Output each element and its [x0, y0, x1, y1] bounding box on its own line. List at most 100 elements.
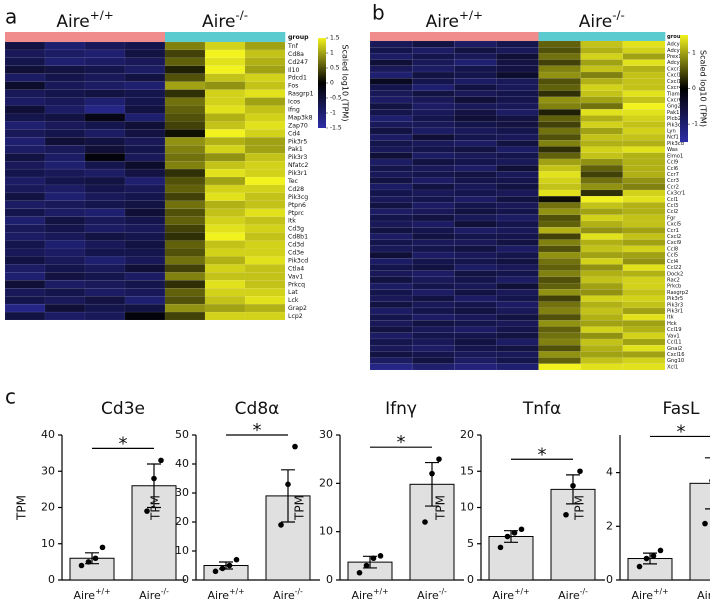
heatmap-cell: [369, 251, 413, 259]
heatmap-cell: [369, 276, 413, 284]
heatmap-cell: [580, 115, 624, 122]
heatmap-cell: [622, 152, 666, 160]
data-point: [422, 519, 428, 525]
data-point: [151, 475, 157, 482]
heatmap-cell: [580, 264, 624, 271]
heatmap-cell: [84, 73, 126, 82]
heatmap-cell: [44, 145, 86, 154]
heatmap-cell: [84, 81, 126, 90]
data-point: [429, 470, 435, 477]
heatmap-cell: [496, 152, 539, 160]
heatmap-cell: [580, 208, 624, 216]
heatmap-cell: [369, 47, 413, 54]
data-point: [233, 556, 240, 563]
heatmap-cell: [4, 224, 46, 233]
heatmap-cell: [44, 137, 86, 146]
heatmap-cell: [44, 248, 86, 257]
significance-label: *: [253, 420, 262, 441]
heatmap-cell: [622, 245, 666, 253]
heatmap-cell: [411, 96, 455, 104]
heatmap-cell: [164, 295, 206, 305]
heatmap-cell: [164, 184, 206, 194]
heatmap-cell: [538, 78, 581, 85]
row-label: Pik3cg: [288, 194, 308, 201]
row-label: Cd4: [288, 130, 300, 137]
heatmap-cell: [44, 121, 86, 130]
heatmap-cell: [538, 90, 581, 98]
heatmap-cell: [124, 240, 166, 249]
colorbar-label: Scaled log10 (TPM): [341, 45, 350, 122]
heatmap-cell: [204, 160, 246, 170]
heatmap-cell: [244, 232, 286, 241]
heatmap-cell: [411, 220, 455, 228]
row-label: Pik3cg: [667, 122, 684, 128]
heatmap-cell: [411, 53, 455, 60]
row-label: Itk: [667, 315, 674, 321]
heatmap-cell: [44, 113, 86, 122]
heatmap-cell: [454, 264, 497, 271]
heatmap-cell: [124, 256, 166, 265]
heatmap-cell: [411, 189, 455, 197]
heatmap-cell: [44, 216, 86, 225]
heatmap-cell: [369, 78, 413, 85]
heatmap-cell: [622, 102, 666, 110]
heatmap-cell: [124, 264, 166, 273]
heatmap-cell: [454, 177, 497, 184]
colorbar: [680, 35, 688, 142]
data-point: [577, 468, 583, 475]
y-tick-label: 0: [467, 573, 474, 586]
heatmap-cell: [622, 313, 666, 321]
heatmap-cell: [204, 152, 246, 162]
heatmap-cell: [164, 137, 206, 146]
heatmap-cell: [496, 313, 539, 321]
heatmap-cell: [580, 270, 624, 278]
heatmap-cell: [411, 344, 455, 352]
heatmap-cell: [454, 289, 497, 296]
heatmap-cell: [84, 248, 126, 257]
heatmap-cell: [164, 272, 206, 281]
chart-title: Cd8α: [235, 399, 280, 419]
x-tick-label: Aire-/-: [273, 587, 303, 603]
heatmap-cell: [244, 216, 286, 225]
row-label: Ccl22: [667, 265, 682, 271]
heatmap-cell: [411, 251, 455, 259]
data-point: [377, 553, 384, 559]
row-label: Cxcl5: [667, 222, 681, 228]
heatmap-cell: [411, 202, 455, 209]
heatmap-cell: [244, 113, 286, 122]
heatmap-cell: [369, 127, 413, 135]
heatmap-cell: [124, 105, 166, 114]
row-label: Gnai2: [667, 346, 682, 352]
heatmap-cell: [4, 248, 46, 257]
x-tick-label: Aire+/+: [351, 587, 388, 603]
x-tick-label: Aire-/-: [417, 587, 447, 603]
heatmap-cell: [454, 59, 497, 67]
heatmap-cell: [369, 313, 413, 321]
heatmap-cell: [580, 195, 624, 203]
heatmap-cell: [244, 240, 286, 249]
colorbar-tick-label: -1: [692, 121, 698, 128]
significance-label: *: [677, 421, 686, 442]
heatmap-cell: [244, 264, 286, 273]
heatmap-cell: [84, 303, 126, 313]
heatmap-cell: [496, 47, 539, 54]
heatmap-cell: [411, 40, 455, 48]
row-label: Ccl9: [667, 160, 678, 166]
heatmap-cell: [454, 313, 497, 321]
heatmap-cell: [538, 53, 581, 60]
heatmap-cell: [164, 232, 206, 241]
heatmap-cell: [622, 276, 666, 284]
heatmap-cell: [369, 195, 413, 203]
heatmap-cell: [411, 158, 455, 166]
heatmap-cell: [84, 41, 126, 51]
heatmap-cell: [84, 129, 126, 138]
y-tick-label: 10: [41, 537, 55, 550]
heatmap-cell: [44, 240, 86, 249]
heatmap-cell: [580, 183, 624, 191]
row-label: Dock2: [667, 271, 683, 277]
heatmap-cell: [454, 258, 497, 265]
heatmap-cell: [204, 311, 246, 321]
heatmap-cell: [4, 129, 46, 138]
heatmap-cell: [204, 303, 246, 313]
group-title: Aire+/+: [56, 8, 113, 33]
